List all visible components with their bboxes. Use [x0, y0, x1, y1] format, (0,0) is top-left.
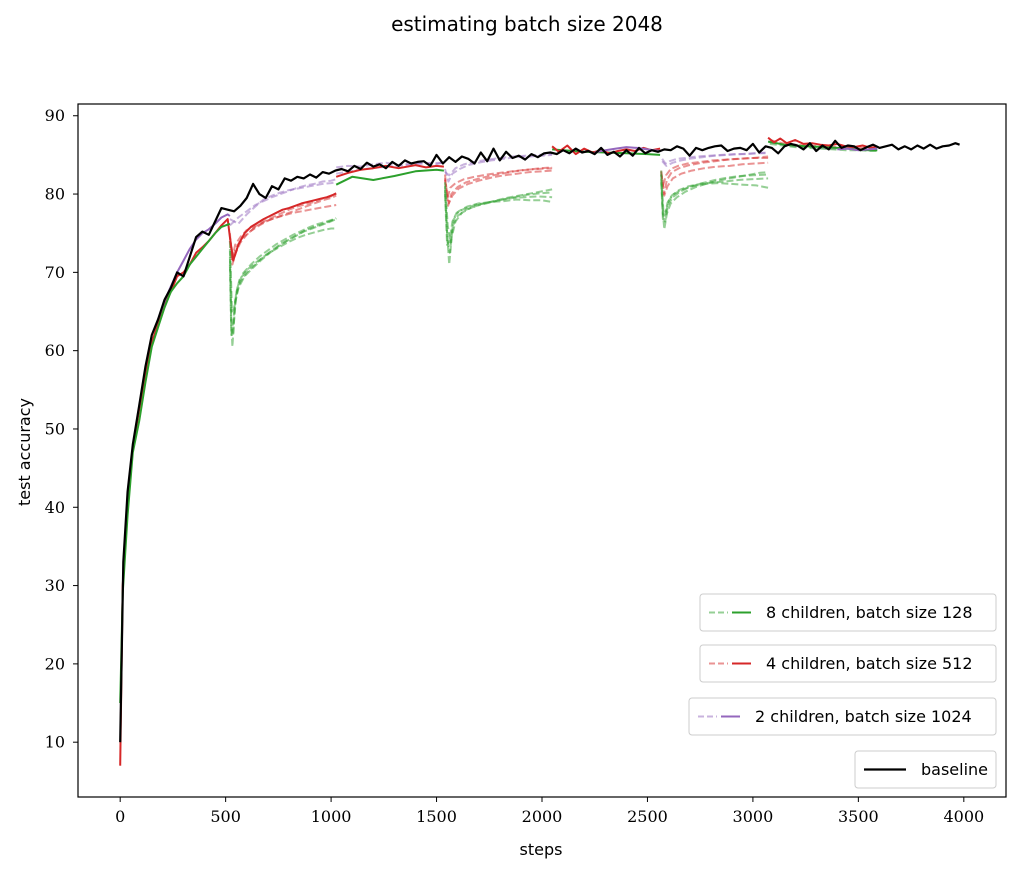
x-axis: 0 500 1000 1500 2000 2500 3000 3500 4000 — [115, 797, 984, 826]
series-line-39 — [660, 177, 769, 221]
legend-entry: 2 children, batch size 1024 — [688, 697, 997, 736]
series-line-27 — [444, 169, 553, 205]
series-line-35 — [660, 157, 769, 186]
y-tick-label: 60 — [45, 341, 65, 360]
series-line-40 — [660, 174, 769, 214]
legend-box — [699, 593, 997, 632]
x-tick-label: 500 — [210, 807, 241, 826]
legend-entry: 8 children, batch size 128 — [699, 593, 997, 632]
series-line-baseline — [119, 139, 960, 743]
series-line-12 — [229, 178, 337, 227]
y-tick-label: 80 — [45, 185, 65, 204]
series-line-5 — [335, 164, 444, 178]
series-line-19 — [228, 227, 337, 336]
legend: 8 children, batch size 128 4 children, ba… — [688, 593, 997, 789]
legend-box — [699, 644, 997, 683]
chart-title: estimating batch size 2048 — [391, 12, 663, 36]
series-line-29 — [444, 190, 553, 254]
series-line-26 — [444, 167, 553, 199]
legend-entry: 4 children, batch size 512 — [699, 644, 997, 683]
series-line-33 — [661, 152, 769, 165]
y-axis: 10 20 30 40 50 60 70 80 90 — [45, 106, 78, 752]
series-line-4 — [335, 168, 445, 186]
series-line-14 — [228, 194, 337, 266]
series-line-18 — [228, 218, 337, 336]
series-line-34 — [660, 155, 769, 196]
series-line-28 — [444, 186, 553, 266]
series-line-2 — [119, 222, 231, 704]
x-tick-label: 0 — [115, 807, 125, 826]
legend-box — [854, 750, 997, 789]
series-line-31 — [444, 182, 553, 244]
legend-label: 4 children, batch size 512 — [766, 654, 973, 673]
x-tick-label: 2000 — [522, 807, 563, 826]
x-tick-label: 3500 — [838, 807, 879, 826]
legend-label: baseline — [921, 760, 988, 779]
x-tick-label: 1500 — [416, 807, 457, 826]
series-line-20 — [228, 217, 337, 313]
axes-frame — [77, 103, 1007, 798]
series-line-10 — [767, 136, 878, 149]
series-line-13 — [229, 181, 337, 225]
x-axis-label: steps — [520, 840, 563, 859]
series-line-1 — [119, 192, 337, 766]
x-tick-label: 2500 — [627, 807, 668, 826]
plot-area — [119, 136, 960, 766]
y-tick-label: 50 — [45, 419, 65, 438]
x-tick-label: 1000 — [311, 807, 352, 826]
series-line-25 — [444, 166, 553, 207]
y-tick-label: 90 — [45, 106, 65, 125]
series-line-36 — [660, 161, 769, 197]
legend-label: 8 children, batch size 128 — [766, 603, 973, 622]
y-tick-label: 20 — [45, 654, 65, 673]
series-line-17 — [228, 217, 337, 348]
y-tick-label: 70 — [45, 263, 65, 282]
x-tick-label: 4000 — [943, 807, 984, 826]
series-line-24 — [444, 153, 553, 183]
y-axis-label: test accuracy — [15, 398, 34, 506]
y-tick-label: 10 — [45, 733, 65, 752]
y-tick-label: 40 — [45, 498, 65, 517]
legend-label: 2 children, batch size 1024 — [755, 707, 972, 726]
series-line-8 — [594, 146, 661, 154]
series-line-15 — [228, 193, 337, 262]
y-tick-label: 30 — [45, 576, 65, 595]
x-tick-label: 3000 — [733, 807, 774, 826]
legend-box — [688, 697, 997, 736]
legend-entry: baseline — [854, 750, 997, 789]
series-line-38 — [660, 173, 769, 223]
